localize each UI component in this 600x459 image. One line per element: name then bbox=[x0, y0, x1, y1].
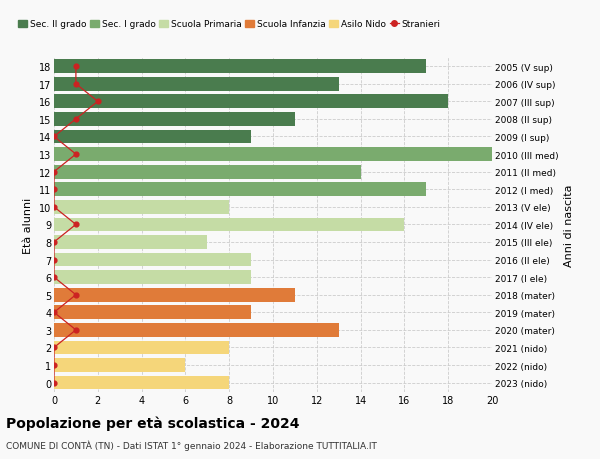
Text: COMUNE DI CONTÀ (TN) - Dati ISTAT 1° gennaio 2024 - Elaborazione TUTTITALIA.IT: COMUNE DI CONTÀ (TN) - Dati ISTAT 1° gen… bbox=[6, 440, 377, 450]
Bar bbox=[54, 253, 251, 267]
Bar bbox=[54, 165, 361, 179]
Point bbox=[71, 116, 81, 123]
Point bbox=[49, 274, 59, 281]
Bar bbox=[54, 183, 426, 196]
Bar bbox=[54, 358, 185, 372]
Point bbox=[49, 309, 59, 316]
Bar bbox=[54, 323, 338, 337]
Bar bbox=[54, 95, 448, 109]
Bar bbox=[54, 130, 251, 144]
Point bbox=[49, 379, 59, 386]
Bar bbox=[54, 78, 338, 91]
Legend: Sec. II grado, Sec. I grado, Scuola Primaria, Scuola Infanzia, Asilo Nido, Stran: Sec. II grado, Sec. I grado, Scuola Prim… bbox=[14, 17, 444, 33]
Point bbox=[49, 362, 59, 369]
Bar bbox=[54, 148, 492, 162]
Point bbox=[49, 239, 59, 246]
Point bbox=[71, 151, 81, 158]
Point bbox=[71, 221, 81, 229]
Point bbox=[49, 204, 59, 211]
Point bbox=[49, 134, 59, 141]
Bar bbox=[54, 113, 295, 127]
Bar bbox=[54, 376, 229, 390]
Bar bbox=[54, 341, 229, 354]
Y-axis label: Anni di nascita: Anni di nascita bbox=[564, 184, 574, 266]
Y-axis label: Età alunni: Età alunni bbox=[23, 197, 33, 253]
Point bbox=[49, 186, 59, 194]
Bar bbox=[54, 201, 229, 214]
Text: Popolazione per età scolastica - 2024: Popolazione per età scolastica - 2024 bbox=[6, 415, 299, 430]
Point bbox=[49, 256, 59, 263]
Point bbox=[49, 168, 59, 176]
Bar bbox=[54, 306, 251, 319]
Bar bbox=[54, 288, 295, 302]
Point bbox=[71, 291, 81, 299]
Point bbox=[71, 326, 81, 334]
Bar bbox=[54, 60, 426, 74]
Point bbox=[93, 98, 103, 106]
Bar bbox=[54, 235, 208, 249]
Point bbox=[49, 344, 59, 352]
Point bbox=[71, 81, 81, 88]
Bar bbox=[54, 271, 251, 285]
Point bbox=[71, 63, 81, 71]
Bar bbox=[54, 218, 404, 232]
